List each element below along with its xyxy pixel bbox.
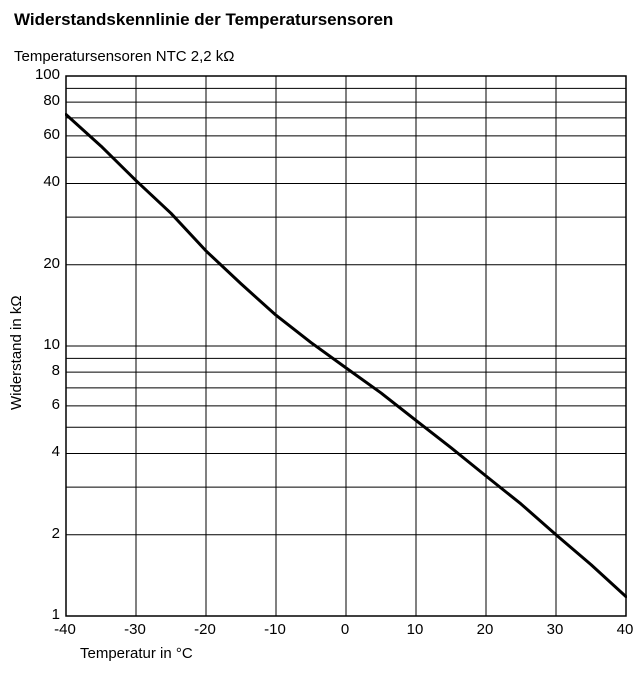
y-tick-label: 6: [20, 396, 60, 413]
x-tick-label: 20: [477, 621, 494, 638]
x-tick-label: -40: [54, 621, 76, 638]
y-tick-label: 10: [20, 336, 60, 353]
x-tick-label: -10: [264, 621, 286, 638]
y-tick-label: 100: [20, 66, 60, 83]
chart-plot: [65, 75, 627, 617]
y-tick-label: 8: [20, 362, 60, 379]
y-tick-label: 4: [20, 443, 60, 460]
y-tick-label: 80: [20, 92, 60, 109]
x-tick-label: 30: [547, 621, 564, 638]
y-tick-label: 60: [20, 126, 60, 143]
x-tick-label: 40: [617, 621, 634, 638]
y-tick-label: 2: [20, 525, 60, 542]
y-tick-label: 40: [20, 173, 60, 190]
x-axis-label: Temperatur in °C: [80, 645, 193, 662]
x-tick-label: -20: [194, 621, 216, 638]
x-tick-label: 0: [341, 621, 349, 638]
page: Widerstandskennlinie der Temperatursenso…: [0, 0, 644, 674]
x-tick-label: -30: [124, 621, 146, 638]
x-tick-label: 10: [407, 621, 424, 638]
page-title: Widerstandskennlinie der Temperatursenso…: [14, 10, 393, 30]
chart-subtitle: Temperatursensoren NTC 2,2 kΩ: [14, 48, 234, 65]
y-tick-label: 20: [20, 255, 60, 272]
